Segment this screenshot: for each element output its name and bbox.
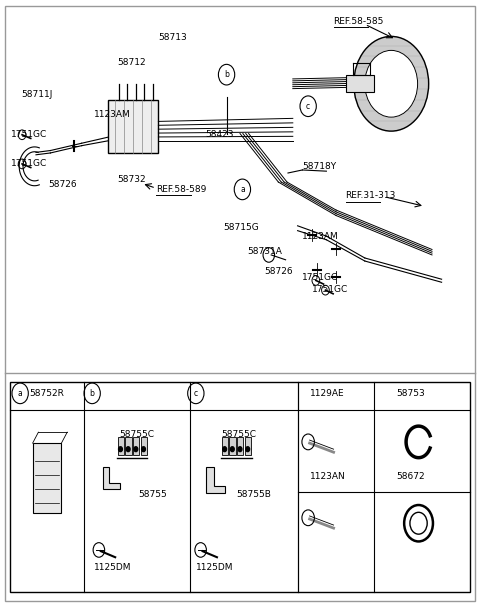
Text: 58755C: 58755C — [221, 430, 256, 438]
Circle shape — [230, 447, 234, 452]
Text: 1129AE: 1129AE — [310, 389, 344, 398]
Text: REF.58-589: REF.58-589 — [156, 185, 206, 194]
FancyBboxPatch shape — [141, 437, 147, 455]
Text: 1125DM: 1125DM — [94, 563, 131, 572]
FancyBboxPatch shape — [10, 382, 470, 592]
Text: 58712: 58712 — [118, 58, 146, 67]
Circle shape — [223, 447, 227, 452]
Text: 58752R: 58752R — [29, 389, 64, 398]
Text: 1751GC: 1751GC — [11, 160, 47, 168]
Text: REF.31-313: REF.31-313 — [346, 191, 396, 200]
Text: 58718Y: 58718Y — [302, 163, 336, 171]
FancyBboxPatch shape — [133, 437, 139, 455]
Text: 1123AN: 1123AN — [310, 472, 345, 481]
Text: 58732: 58732 — [118, 175, 146, 183]
Circle shape — [142, 447, 145, 452]
Text: a: a — [240, 185, 245, 194]
Circle shape — [119, 447, 122, 452]
Text: c: c — [194, 389, 198, 398]
Text: b: b — [224, 70, 229, 79]
Text: 58711J: 58711J — [22, 90, 53, 98]
Circle shape — [354, 36, 429, 131]
Text: 1751GC: 1751GC — [11, 131, 47, 139]
Text: 58726: 58726 — [48, 180, 77, 189]
Circle shape — [246, 447, 250, 452]
FancyBboxPatch shape — [229, 437, 236, 455]
Text: 1751GC: 1751GC — [312, 285, 348, 294]
FancyBboxPatch shape — [346, 75, 374, 92]
Text: 58755: 58755 — [138, 490, 167, 499]
Text: REF.58-585: REF.58-585 — [334, 17, 384, 25]
Text: 1125DM: 1125DM — [196, 563, 233, 572]
Text: 58423: 58423 — [205, 131, 234, 139]
Text: 1123AM: 1123AM — [302, 232, 339, 241]
FancyBboxPatch shape — [245, 437, 251, 455]
Text: 58715G: 58715G — [223, 223, 259, 232]
Text: 58755B: 58755B — [236, 490, 271, 499]
Text: 58753: 58753 — [396, 389, 425, 398]
FancyBboxPatch shape — [125, 437, 132, 455]
Polygon shape — [206, 467, 225, 493]
Text: a: a — [18, 389, 23, 398]
Text: b: b — [90, 389, 95, 398]
Text: 1123AM: 1123AM — [94, 110, 131, 118]
FancyBboxPatch shape — [5, 6, 475, 601]
FancyBboxPatch shape — [108, 100, 158, 153]
Circle shape — [134, 447, 138, 452]
Circle shape — [365, 50, 418, 117]
Text: 58713: 58713 — [158, 33, 187, 42]
Circle shape — [238, 447, 242, 452]
FancyBboxPatch shape — [33, 443, 61, 513]
FancyBboxPatch shape — [118, 437, 124, 455]
Text: 58755C: 58755C — [119, 430, 154, 438]
Text: c: c — [306, 102, 310, 110]
Circle shape — [126, 447, 130, 452]
FancyBboxPatch shape — [222, 437, 228, 455]
Text: 58672: 58672 — [396, 472, 425, 481]
Text: 58731A: 58731A — [247, 248, 282, 256]
Text: 1751GC: 1751GC — [302, 273, 339, 282]
Polygon shape — [103, 467, 120, 489]
Text: 58726: 58726 — [264, 267, 293, 276]
FancyBboxPatch shape — [237, 437, 243, 455]
